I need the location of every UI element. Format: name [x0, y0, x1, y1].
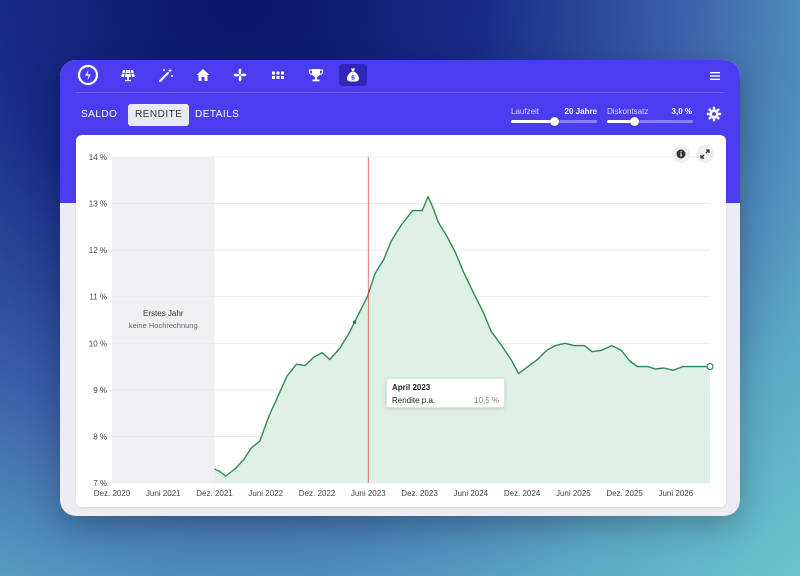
- x-tick-label: Dez. 2022: [299, 489, 336, 498]
- tab-saldo[interactable]: SALDO: [81, 109, 118, 120]
- y-tick-label: 7 %: [93, 479, 107, 488]
- solar-panel-icon: [121, 69, 135, 82]
- app-window: $ SALDO RENDITE DETAILS Laufzeit 20 Jahr…: [60, 60, 740, 516]
- gear-icon[interactable]: [706, 106, 722, 122]
- info-button[interactable]: [672, 145, 690, 163]
- y-tick-label: 12 %: [89, 246, 107, 255]
- nav-trophy[interactable]: [302, 64, 330, 86]
- y-tick-label: 14 %: [89, 153, 107, 162]
- tooltip-title: April 2023: [392, 383, 431, 392]
- y-tick-label: 8 %: [93, 432, 107, 441]
- y-tick-label: 13 %: [89, 200, 107, 209]
- hovered-point: [352, 320, 357, 324]
- top-navigation: $: [60, 60, 740, 93]
- laufzeit-slider-fill: [511, 120, 554, 123]
- x-tick-label: Dez. 2021: [196, 489, 233, 498]
- y-tick-label: 9 %: [93, 386, 107, 395]
- svg-text:$: $: [351, 75, 355, 82]
- x-tick-label: Juni 2024: [453, 489, 488, 498]
- laufzeit-label: Laufzeit: [511, 107, 540, 116]
- nav-money-bag[interactable]: $: [339, 64, 367, 86]
- nav-house[interactable]: [189, 64, 217, 86]
- tooltip-label: Rendite p.a.: [392, 396, 436, 405]
- hamburger-menu-icon[interactable]: [708, 69, 722, 83]
- trophy-icon: [308, 69, 324, 82]
- x-tick-label: Dez. 2024: [504, 489, 541, 498]
- first-year-label: Erstes Jahr: [143, 309, 184, 318]
- grid-icon: [272, 71, 284, 79]
- x-tick-label: Dez. 2020: [94, 489, 131, 498]
- rendite-chart[interactable]: Erstes Jahr keine Hochrechnung 14 % 13 % 12 …: [76, 135, 726, 507]
- x-tick-label: Juni 2022: [248, 489, 283, 498]
- chart-tooltip: April 2023 Rendite p.a. 10,5 %: [386, 378, 505, 408]
- first-year-sublabel: keine Hochrechnung: [129, 321, 198, 330]
- diskontsatz-slider-thumb[interactable]: [630, 117, 640, 126]
- x-tick-label: Juni 2021: [146, 489, 181, 498]
- tab-details[interactable]: DETAILS: [195, 109, 240, 120]
- chart-card: Erstes Jahr keine Hochrechnung 14 % 13 % 12 …: [76, 135, 726, 507]
- y-tick-label: 10 %: [89, 339, 107, 348]
- x-tick-label: Dez. 2023: [401, 489, 438, 498]
- diskontsatz-slider-fill: [607, 120, 635, 123]
- laufzeit-slider[interactable]: [511, 117, 597, 126]
- laufzeit-value: 20 Jahre: [564, 107, 597, 116]
- y-tick-label: 11 %: [89, 293, 107, 302]
- x-tick-label: Dez. 2025: [606, 489, 643, 498]
- diskontsatz-value: 3,0 %: [671, 107, 692, 116]
- expand-icon: [700, 149, 710, 159]
- diskontsatz-slider[interactable]: [607, 117, 693, 126]
- house-icon: [196, 69, 210, 81]
- x-tick-label: Juni 2025: [556, 489, 591, 498]
- series-end-point: [706, 362, 714, 371]
- laufzeit-slider-thumb[interactable]: [549, 117, 559, 126]
- money-bag-icon: $: [347, 68, 359, 82]
- x-tick-label: Juni 2026: [658, 489, 693, 498]
- expand-button[interactable]: [696, 145, 714, 163]
- magic-wand-icon: [159, 68, 173, 82]
- tooltip-value: 10,5 %: [474, 396, 499, 405]
- series-area: [214, 196, 710, 483]
- nav-fan[interactable]: [226, 64, 254, 86]
- x-tick-label: Juni 2023: [351, 489, 386, 498]
- first-year-band: [112, 157, 215, 483]
- fan-icon: [233, 68, 247, 82]
- nav-magic-wand[interactable]: [152, 64, 180, 86]
- nav-grid[interactable]: [264, 64, 292, 86]
- logo-icon[interactable]: [76, 63, 100, 87]
- info-icon: [676, 149, 686, 159]
- toolbar: SALDO RENDITE DETAILS Laufzeit 20 Jahre …: [60, 102, 740, 130]
- topbar-divider: [76, 92, 724, 93]
- series-line: [214, 195, 710, 477]
- diskontsatz-label: Diskontsatz: [607, 107, 649, 116]
- tab-rendite[interactable]: RENDITE: [128, 104, 190, 126]
- nav-solar-panel[interactable]: [114, 64, 142, 86]
